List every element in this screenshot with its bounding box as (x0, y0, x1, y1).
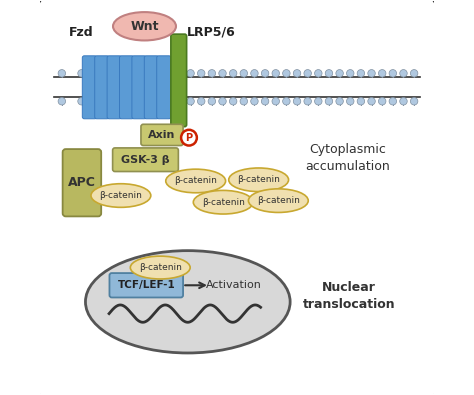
Circle shape (325, 70, 333, 77)
Text: Fzd: Fzd (69, 26, 94, 39)
Ellipse shape (91, 184, 151, 207)
Circle shape (410, 70, 418, 77)
Circle shape (181, 130, 197, 145)
Circle shape (208, 70, 216, 77)
Text: APC: APC (68, 176, 96, 189)
Circle shape (261, 70, 269, 77)
Circle shape (283, 98, 290, 105)
FancyBboxPatch shape (107, 56, 121, 119)
Circle shape (240, 70, 247, 77)
Circle shape (272, 98, 280, 105)
Circle shape (219, 70, 226, 77)
Circle shape (208, 98, 216, 105)
Text: Activation: Activation (206, 280, 262, 290)
Text: β-catenin: β-catenin (202, 198, 245, 207)
Circle shape (251, 98, 258, 105)
Text: β-catenin: β-catenin (257, 196, 300, 205)
Circle shape (315, 70, 322, 77)
FancyBboxPatch shape (109, 273, 183, 297)
Text: Cytoplasmic
accumulation: Cytoplasmic accumulation (305, 143, 390, 173)
Circle shape (261, 98, 269, 105)
Text: GSK-3 β: GSK-3 β (121, 155, 170, 165)
Circle shape (229, 70, 237, 77)
Text: β-catenin: β-catenin (237, 175, 280, 184)
Circle shape (336, 98, 343, 105)
Circle shape (346, 70, 354, 77)
Circle shape (240, 98, 247, 105)
Circle shape (198, 70, 205, 77)
Circle shape (187, 98, 194, 105)
Circle shape (283, 70, 290, 77)
Circle shape (368, 70, 375, 77)
FancyBboxPatch shape (63, 149, 101, 216)
FancyBboxPatch shape (95, 56, 109, 119)
FancyBboxPatch shape (119, 56, 134, 119)
Ellipse shape (166, 169, 226, 193)
Ellipse shape (113, 12, 176, 40)
Circle shape (198, 98, 205, 105)
FancyBboxPatch shape (113, 148, 178, 171)
Text: β-catenin: β-catenin (174, 177, 217, 186)
Circle shape (251, 70, 258, 77)
Circle shape (389, 70, 397, 77)
Circle shape (368, 98, 375, 105)
Circle shape (272, 70, 280, 77)
Circle shape (176, 70, 183, 77)
Circle shape (219, 98, 226, 105)
Circle shape (58, 98, 65, 105)
FancyBboxPatch shape (157, 56, 171, 119)
Circle shape (304, 70, 311, 77)
FancyBboxPatch shape (171, 34, 187, 127)
Ellipse shape (229, 168, 289, 192)
Circle shape (325, 98, 333, 105)
Text: β-catenin: β-catenin (139, 263, 182, 272)
Circle shape (187, 70, 194, 77)
Circle shape (336, 70, 343, 77)
FancyBboxPatch shape (36, 0, 438, 395)
Ellipse shape (193, 190, 253, 214)
Text: Wnt: Wnt (130, 20, 159, 33)
Circle shape (400, 98, 407, 105)
FancyBboxPatch shape (82, 56, 97, 119)
Circle shape (378, 70, 386, 77)
Text: LRP5/6: LRP5/6 (187, 26, 236, 39)
Circle shape (357, 70, 365, 77)
Circle shape (58, 70, 65, 77)
Circle shape (229, 98, 237, 105)
Ellipse shape (85, 251, 290, 353)
Text: Axin: Axin (148, 130, 176, 140)
Circle shape (78, 70, 85, 77)
Circle shape (378, 98, 386, 105)
Circle shape (293, 70, 301, 77)
Circle shape (304, 98, 311, 105)
FancyBboxPatch shape (144, 56, 158, 119)
Circle shape (400, 70, 407, 77)
Circle shape (293, 98, 301, 105)
FancyBboxPatch shape (132, 56, 146, 119)
Circle shape (78, 98, 85, 105)
Text: TCF/LEF-1: TCF/LEF-1 (118, 280, 175, 290)
Text: Nuclear
translocation: Nuclear translocation (303, 281, 395, 311)
Text: P: P (185, 133, 192, 143)
Circle shape (315, 98, 322, 105)
Ellipse shape (248, 189, 308, 213)
Circle shape (176, 98, 183, 105)
Text: β-catenin: β-catenin (100, 191, 142, 200)
FancyBboxPatch shape (141, 124, 183, 145)
Circle shape (410, 98, 418, 105)
Circle shape (357, 98, 365, 105)
Ellipse shape (130, 256, 190, 279)
Circle shape (346, 98, 354, 105)
Circle shape (389, 98, 397, 105)
